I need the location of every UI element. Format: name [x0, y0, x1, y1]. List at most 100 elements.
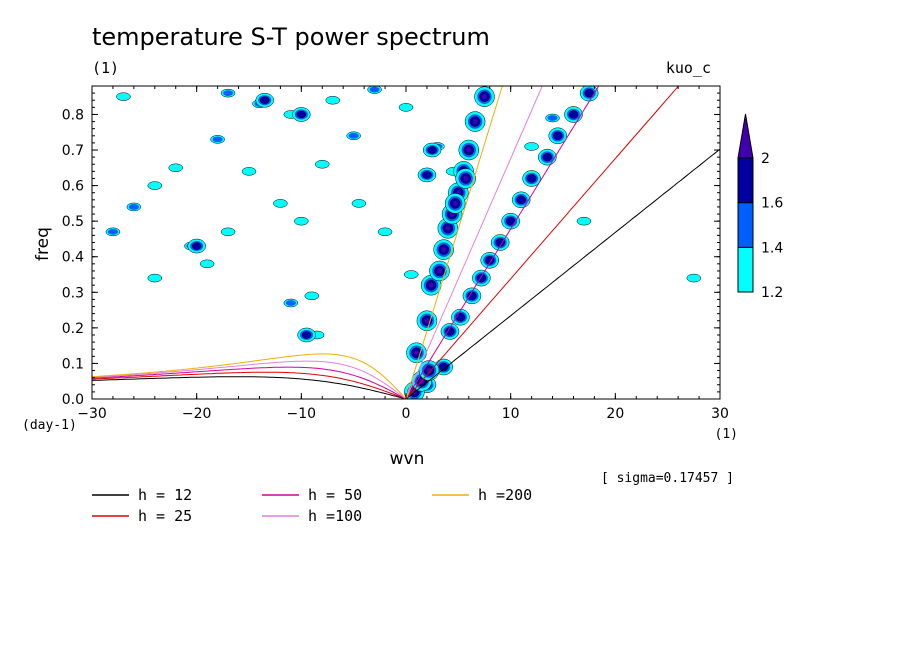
kelvin-band-peak-l4 — [441, 247, 447, 253]
rossby-patch — [524, 142, 539, 151]
rossby-patch — [403, 270, 419, 279]
colorbar-segment — [737, 246, 754, 293]
rossby-patch — [315, 160, 330, 169]
y-tick-label: 0.4 — [62, 250, 84, 266]
colorbar-label: 2 — [761, 151, 770, 167]
x-axis-label: wvn — [390, 449, 425, 469]
rossby-patch — [220, 227, 236, 237]
chart-subtitle-left: (1) — [92, 59, 119, 77]
plot-background — [92, 86, 720, 399]
y-tick-label: 0.6 — [62, 179, 84, 195]
y-axis-label: freq — [33, 227, 53, 261]
rossby-patch-l2 — [348, 132, 359, 139]
dispersion-curve-rossby-12 — [92, 376, 407, 399]
dispersion-curve-rossby-25 — [92, 371, 407, 399]
x-tick-label: 30 — [711, 406, 729, 422]
rossby-patch — [351, 199, 367, 208]
x-tick-label: −10 — [287, 406, 317, 422]
contour-field — [105, 86, 702, 399]
kelvin-band-peak-l4 — [466, 147, 472, 153]
colorbar-label: 1.2 — [761, 285, 783, 301]
legend-label: h =100 — [308, 507, 362, 525]
sigma-label: [ sigma=0.17457 ] — [601, 471, 734, 486]
y-tick-label: 0.0 — [62, 392, 84, 408]
rossby-patch — [147, 181, 163, 190]
kelvin-band-peak-l4 — [472, 119, 478, 125]
rossby-patch — [241, 167, 257, 176]
colorbar-extend-arrow — [737, 113, 754, 159]
y-tick-label: 0.5 — [62, 214, 84, 230]
rossby-strong-patch-l3 — [259, 96, 270, 104]
y-tick-label: 0.1 — [62, 356, 84, 372]
ig-band-peak-l3 — [542, 152, 553, 162]
kelvin-band-peak-l4 — [463, 175, 469, 181]
rossby-patch-l2 — [285, 300, 296, 306]
rossby-strong-patch-l3 — [301, 331, 312, 339]
x-tick-label: 10 — [502, 406, 520, 422]
y-tick-label: 0.3 — [62, 285, 84, 301]
legend-label: h = 50 — [308, 486, 362, 504]
ig-band-peak-l3 — [526, 174, 537, 183]
kelvin-band-peak-l4 — [452, 200, 458, 206]
dispersion-curve-kelvin-200 — [405, 86, 503, 399]
y-tick-label: 0.8 — [62, 107, 84, 123]
ig-band-peak-l3 — [553, 131, 563, 141]
rossby-patch — [116, 92, 131, 101]
kelvin-band-peak-l4 — [482, 94, 487, 100]
dispersion-curve-kelvin-100 — [405, 86, 543, 399]
colorbar: 1.2 1.4 1.6 2 — [737, 113, 783, 301]
rossby-patch-l2 — [547, 115, 558, 121]
rossby-patch — [325, 95, 340, 105]
chart-subtitle-right: kuo_c — [666, 59, 711, 77]
rossby-patch — [199, 259, 215, 269]
rossby-patch — [168, 163, 183, 173]
rossby-patch-l2 — [369, 86, 380, 93]
kelvin-band-peak-l4 — [424, 318, 430, 324]
rossby-strong-patch-l3 — [422, 171, 432, 179]
legend-label: h = 12 — [138, 486, 192, 504]
kelvin-band-peak-l4 — [413, 350, 419, 356]
rossby-strong-patch-l3 — [296, 110, 307, 119]
y-tick-label: 0.2 — [62, 321, 84, 337]
rossby-patch-l2 — [128, 204, 139, 210]
legend-label: h =200 — [478, 486, 532, 504]
x-tick-label: −20 — [182, 406, 212, 422]
dispersion-curve-rossby-100 — [92, 360, 407, 399]
chart-title: temperature S-T power spectrum — [92, 23, 490, 51]
ig-band-peak-l3 — [584, 88, 594, 98]
legend: h = 12 h = 25 h = 50 h =100 h =200 — [92, 486, 532, 525]
colorbar-segment — [737, 157, 754, 204]
rossby-strong-patch-l3 — [427, 146, 437, 154]
rossby-patch — [398, 103, 414, 112]
rossby-patch-l2 — [223, 90, 234, 96]
ig-band-peak-l3 — [445, 327, 455, 336]
rossby-patch-l2 — [107, 228, 118, 235]
y-tick-label: 0.7 — [62, 143, 84, 159]
rossby-patch — [377, 227, 393, 237]
dispersion-curve-rossby-50 — [92, 366, 407, 399]
colorbar-label: 1.6 — [761, 196, 783, 212]
x-tick-label: 20 — [606, 406, 624, 422]
colorbar-segment — [737, 202, 754, 248]
rossby-patch — [576, 216, 592, 226]
x-tick-label: 0 — [402, 406, 411, 422]
rossby-patch — [686, 273, 702, 283]
ig-band-peak-l3 — [455, 312, 466, 322]
rossby-strong-patch-l3 — [191, 242, 202, 250]
kelvin-band-peak-l4 — [436, 268, 442, 274]
dispersion-curve-kelvin-25 — [405, 86, 680, 399]
rossby-patch — [273, 199, 288, 208]
ig-band-peak-l3 — [516, 195, 526, 205]
kelvin-band-peak-l4 — [445, 225, 451, 231]
rossby-patch — [147, 273, 163, 283]
ig-band-peak-l3 — [438, 362, 449, 372]
rossby-patch-l2 — [212, 136, 223, 143]
kelvin-band-peak-l4 — [428, 282, 434, 288]
x-tick-label: −30 — [77, 406, 107, 422]
ig-band-peak-l3 — [467, 291, 477, 301]
dispersion-curve-kelvin-12 — [405, 148, 720, 399]
ig-band-peak-l3 — [568, 110, 579, 119]
dispersion-curve-kelvin-50 — [405, 86, 600, 399]
x-unit-label: (1) — [715, 427, 738, 442]
